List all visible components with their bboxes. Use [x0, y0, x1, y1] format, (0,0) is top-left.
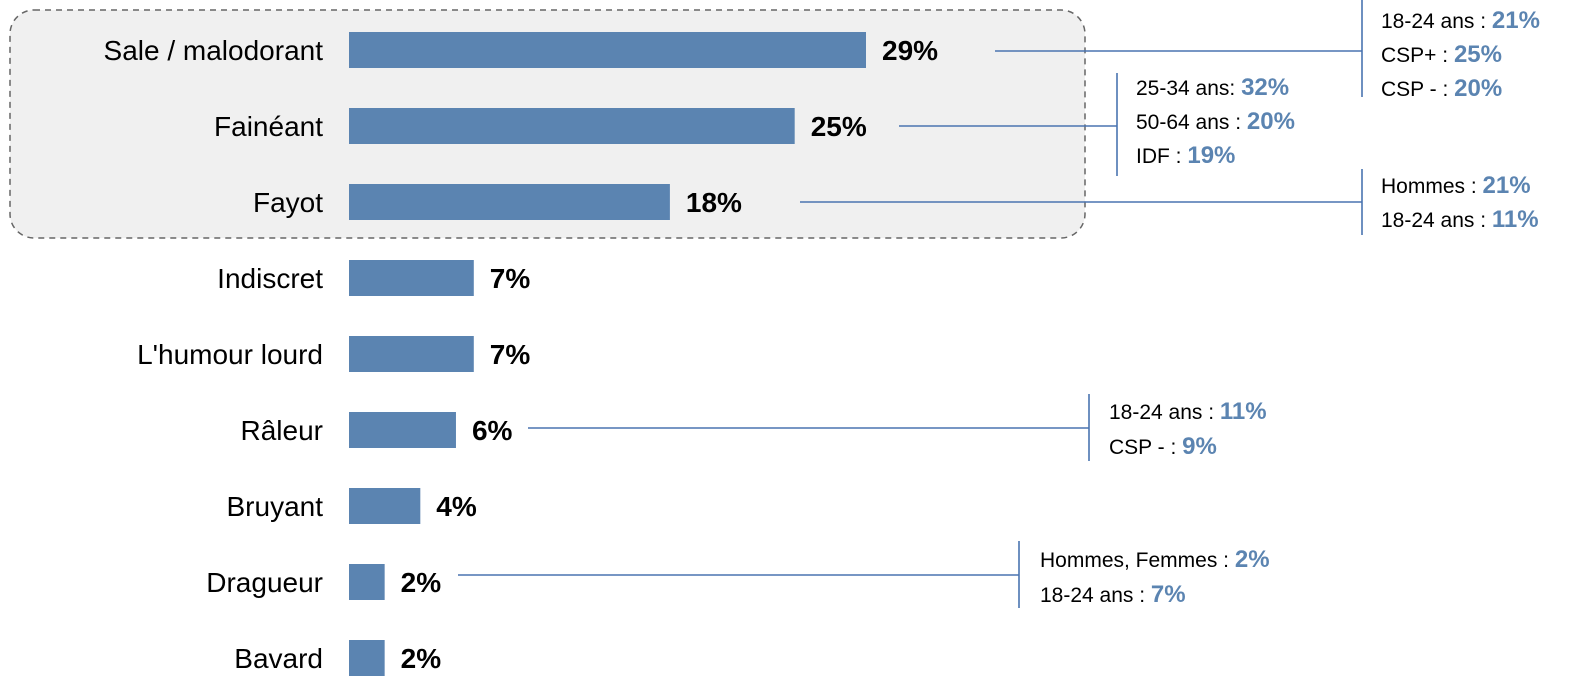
bar-raleur [349, 412, 456, 448]
annotation-line-fayot: Hommes : 21% [1381, 172, 1531, 199]
annotation-line-fayot: 18-24 ans : 11% [1381, 206, 1539, 233]
value-label-l-humour-lourd: 7% [490, 339, 531, 370]
annotation-line-raleur: 18-24 ans : 11% [1109, 398, 1267, 425]
bar-indiscret [349, 260, 474, 296]
annotation-segment-value: 32% [1241, 74, 1289, 101]
annotation-segment-value: 25% [1454, 41, 1502, 68]
annotation-segment-label: 18-24 ans : [1381, 10, 1492, 33]
annotation-segment-value: 20% [1454, 75, 1502, 102]
bars-group: Sale / malodorant 29% Fainéant 25% Fayot 18% I… [104, 32, 938, 676]
value-label-fayot: 18% [686, 187, 742, 218]
category-label-bruyant: Bruyant [227, 491, 324, 522]
annotation-line-faineant: 25-34 ans: 32% [1136, 74, 1289, 101]
bar-bavard [349, 640, 385, 676]
annotation-segment-value: 11% [1220, 398, 1267, 425]
bar-faineant [349, 108, 795, 144]
annotation-segment-label: IDF : [1136, 145, 1187, 168]
annotation-segment-label: Hommes, Femmes : [1040, 549, 1235, 572]
annotation-segment-value: 20% [1247, 108, 1295, 135]
annotation-line-faineant: IDF : 19% [1136, 142, 1235, 169]
annotation-segment-label: 18-24 ans : [1109, 401, 1220, 424]
bar-l-humour-lourd [349, 336, 474, 372]
annotation-line-sale-malodorant: CSP - : 20% [1381, 75, 1502, 102]
annotation-segment-value: 21% [1483, 172, 1531, 199]
category-label-faineant: Fainéant [214, 111, 323, 142]
category-label-bavard: Bavard [234, 643, 323, 674]
annotation-segment-value: 9% [1182, 433, 1217, 460]
annotation-line-sale-malodorant: CSP+ : 25% [1381, 41, 1502, 68]
annotation-segment-label: CSP - : [1381, 78, 1454, 101]
annotation-line-faineant: 50-64 ans : 20% [1136, 108, 1295, 135]
category-label-sale-malodorant: Sale / malodorant [104, 35, 324, 66]
annotation-segment-label: 50-64 ans : [1136, 111, 1247, 134]
annotations-group: 18-24 ans : 21%CSP+ : 25%CSP - : 20%25-3… [458, 0, 1540, 608]
category-label-fayot: Fayot [253, 187, 323, 218]
category-label-l-humour-lourd: L'humour lourd [137, 339, 323, 370]
bar-bruyant [349, 488, 421, 524]
value-label-sale-malodorant: 29% [882, 35, 938, 66]
category-label-dragueur: Dragueur [206, 567, 323, 598]
bar-sale-malodorant [349, 32, 866, 68]
value-label-bruyant: 4% [436, 491, 477, 522]
value-label-bavard: 2% [401, 643, 442, 674]
annotation-segment-value: 11% [1492, 206, 1539, 233]
annotation-segment-value: 2% [1235, 546, 1270, 573]
value-label-raleur: 6% [472, 415, 513, 446]
bar-dragueur [349, 564, 385, 600]
value-label-indiscret: 7% [490, 263, 531, 294]
annotation-line-dragueur: Hommes, Femmes : 2% [1040, 546, 1270, 573]
annotation-segment-label: Hommes : [1381, 175, 1483, 198]
annotation-segment-value: 7% [1151, 581, 1186, 608]
value-label-dragueur: 2% [401, 567, 442, 598]
annotation-segment-value: 19% [1187, 142, 1235, 169]
annotation-line-raleur: CSP - : 9% [1109, 433, 1217, 460]
annotation-segment-label: 18-24 ans : [1381, 209, 1492, 232]
annotation-segment-value: 21% [1492, 7, 1540, 34]
annotation-line-sale-malodorant: 18-24 ans : 21% [1381, 7, 1540, 34]
bar-fayot [349, 184, 670, 220]
annotation-line-dragueur: 18-24 ans : 7% [1040, 581, 1186, 608]
value-label-faineant: 25% [811, 111, 867, 142]
category-label-indiscret: Indiscret [217, 263, 323, 294]
annotation-segment-label: 18-24 ans : [1040, 584, 1151, 607]
annotation-segment-label: 25-34 ans: [1136, 77, 1241, 100]
annotation-segment-label: CSP+ : [1381, 44, 1454, 67]
annotation-segment-label: CSP - : [1109, 436, 1182, 459]
category-label-raleur: Râleur [241, 415, 323, 446]
